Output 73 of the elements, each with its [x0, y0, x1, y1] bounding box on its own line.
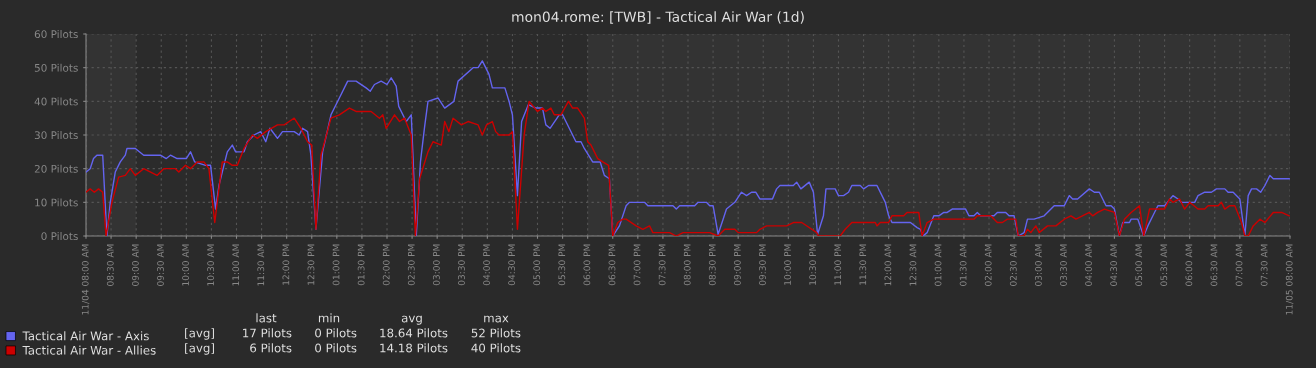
x-tick-label: 11:30 AM — [257, 244, 265, 286]
x-tick-label: 04:00 PM — [483, 244, 490, 286]
x-tick-label: 02:30 PM — [407, 244, 415, 286]
x-tick-label: 03:30 AM — [1060, 244, 1067, 286]
y-tick-label: 10 Pilots — [35, 198, 78, 207]
x-tick-label: 06:30 AM — [1210, 244, 1218, 286]
text: min — [318, 313, 340, 323]
text: 0 Pilots — [315, 343, 357, 353]
x-tick-label: 12:00 PM — [282, 244, 290, 285]
x-tick-label: 10:30 AM — [207, 244, 215, 286]
x-tick-label: 08:30 AM — [106, 244, 114, 286]
x-tick-label: 04:00 AM — [1085, 244, 1092, 286]
x-tick-label: 11:00 PM — [834, 244, 842, 285]
x-tick-label: 08:00 PM — [683, 244, 691, 286]
x-tick-label: 05:30 PM — [558, 244, 566, 286]
y-tick-label: 0 Pilots — [41, 232, 78, 241]
x-tick-label: 10:00 PM — [784, 244, 791, 285]
x-tick-label: 01:30 PM — [357, 244, 365, 286]
x-tick-label: 11/04 08:00 AM — [81, 244, 90, 315]
x-tick-label: 01:30 AM — [959, 244, 967, 286]
x-tick-label: 09:00 PM — [733, 244, 741, 286]
x-tick-label: 02:00 AM — [984, 244, 992, 286]
x-tick-label: 07:00 AM — [1235, 244, 1243, 286]
x-tick-label: 11:00 AM — [232, 244, 240, 286]
x-tick-label: 06:30 PM — [608, 244, 616, 286]
x-tick-label: 05:00 AM — [1135, 244, 1143, 286]
text: 18.64 Pilots — [380, 328, 448, 338]
text: 0 Pilots — [315, 328, 357, 338]
x-tick-label: 03:00 PM — [432, 244, 440, 286]
x-tick-label: 06:00 PM — [583, 244, 591, 286]
x-tick-label: 04:30 PM — [508, 244, 516, 286]
x-tick-label: 10:30 PM — [809, 244, 817, 285]
x-tick-label: 07:30 AM — [1260, 244, 1268, 286]
x-tick-label: 10:00 AM — [182, 244, 189, 286]
x-tick-label: 05:30 AM — [1160, 244, 1168, 286]
legend-label: Tactical Air War - Allies — [22, 345, 156, 355]
text: [avg] — [185, 343, 214, 355]
x-tick-label: 07:00 PM — [633, 244, 641, 286]
x-tick-label: 12:30 PM — [307, 244, 315, 285]
y-tick-label: 50 Pilots — [34, 63, 78, 72]
text: max — [484, 315, 509, 323]
x-tick-label: 09:00 AM — [131, 244, 139, 286]
chart-title: mon04.rome: [TWB] - Tactical Air War (1d) — [512, 11, 804, 24]
x-tick-label: 03:30 PM — [458, 244, 465, 286]
x-tick-label: 11:30 PM — [859, 244, 867, 285]
x-tick-label: 12:00 AM — [884, 244, 892, 286]
y-tick-label: 30 Pilots — [34, 131, 78, 140]
x-tick-label: 09:30 PM — [759, 244, 766, 286]
text: [avg] — [185, 328, 214, 340]
x-tick-label: 09:30 AM — [157, 244, 164, 286]
x-tick-label: 02:30 AM — [1009, 244, 1017, 286]
x-tick-label: 06:00 AM — [1185, 244, 1193, 286]
text: 17 Pilots — [243, 328, 292, 338]
text: 6 Pilots — [250, 343, 292, 353]
y-tick-label: 40 Pilots — [34, 97, 78, 106]
x-tick-label: 07:30 PM — [658, 244, 666, 286]
x-tick-label: 08:30 PM — [708, 244, 716, 286]
text: last — [256, 313, 277, 323]
x-tick-label: 02:00 PM — [382, 244, 390, 286]
y-tick-label: 20 Pilots — [34, 164, 78, 173]
legend-label: Tactical Air War - Axis — [22, 331, 149, 341]
text: 40 Pilots — [471, 343, 521, 353]
x-tick-label: 11/05 08:00 AM — [1285, 244, 1294, 315]
x-tick-label: 04:30 AM — [1110, 244, 1118, 286]
text: 52 Pilots — [471, 328, 521, 338]
x-tick-label: 01:00 PM — [332, 244, 340, 286]
text: 14.18 Pilots — [380, 343, 448, 353]
y-tick-label: 60 Pilots — [34, 30, 78, 39]
text: avg — [401, 315, 422, 325]
x-tick-label: 05:00 PM — [533, 244, 541, 286]
x-tick-label: 03:00 AM — [1034, 244, 1042, 286]
x-tick-label: 01:00 AM — [934, 244, 942, 286]
x-tick-label: 12:30 AM — [909, 244, 917, 286]
